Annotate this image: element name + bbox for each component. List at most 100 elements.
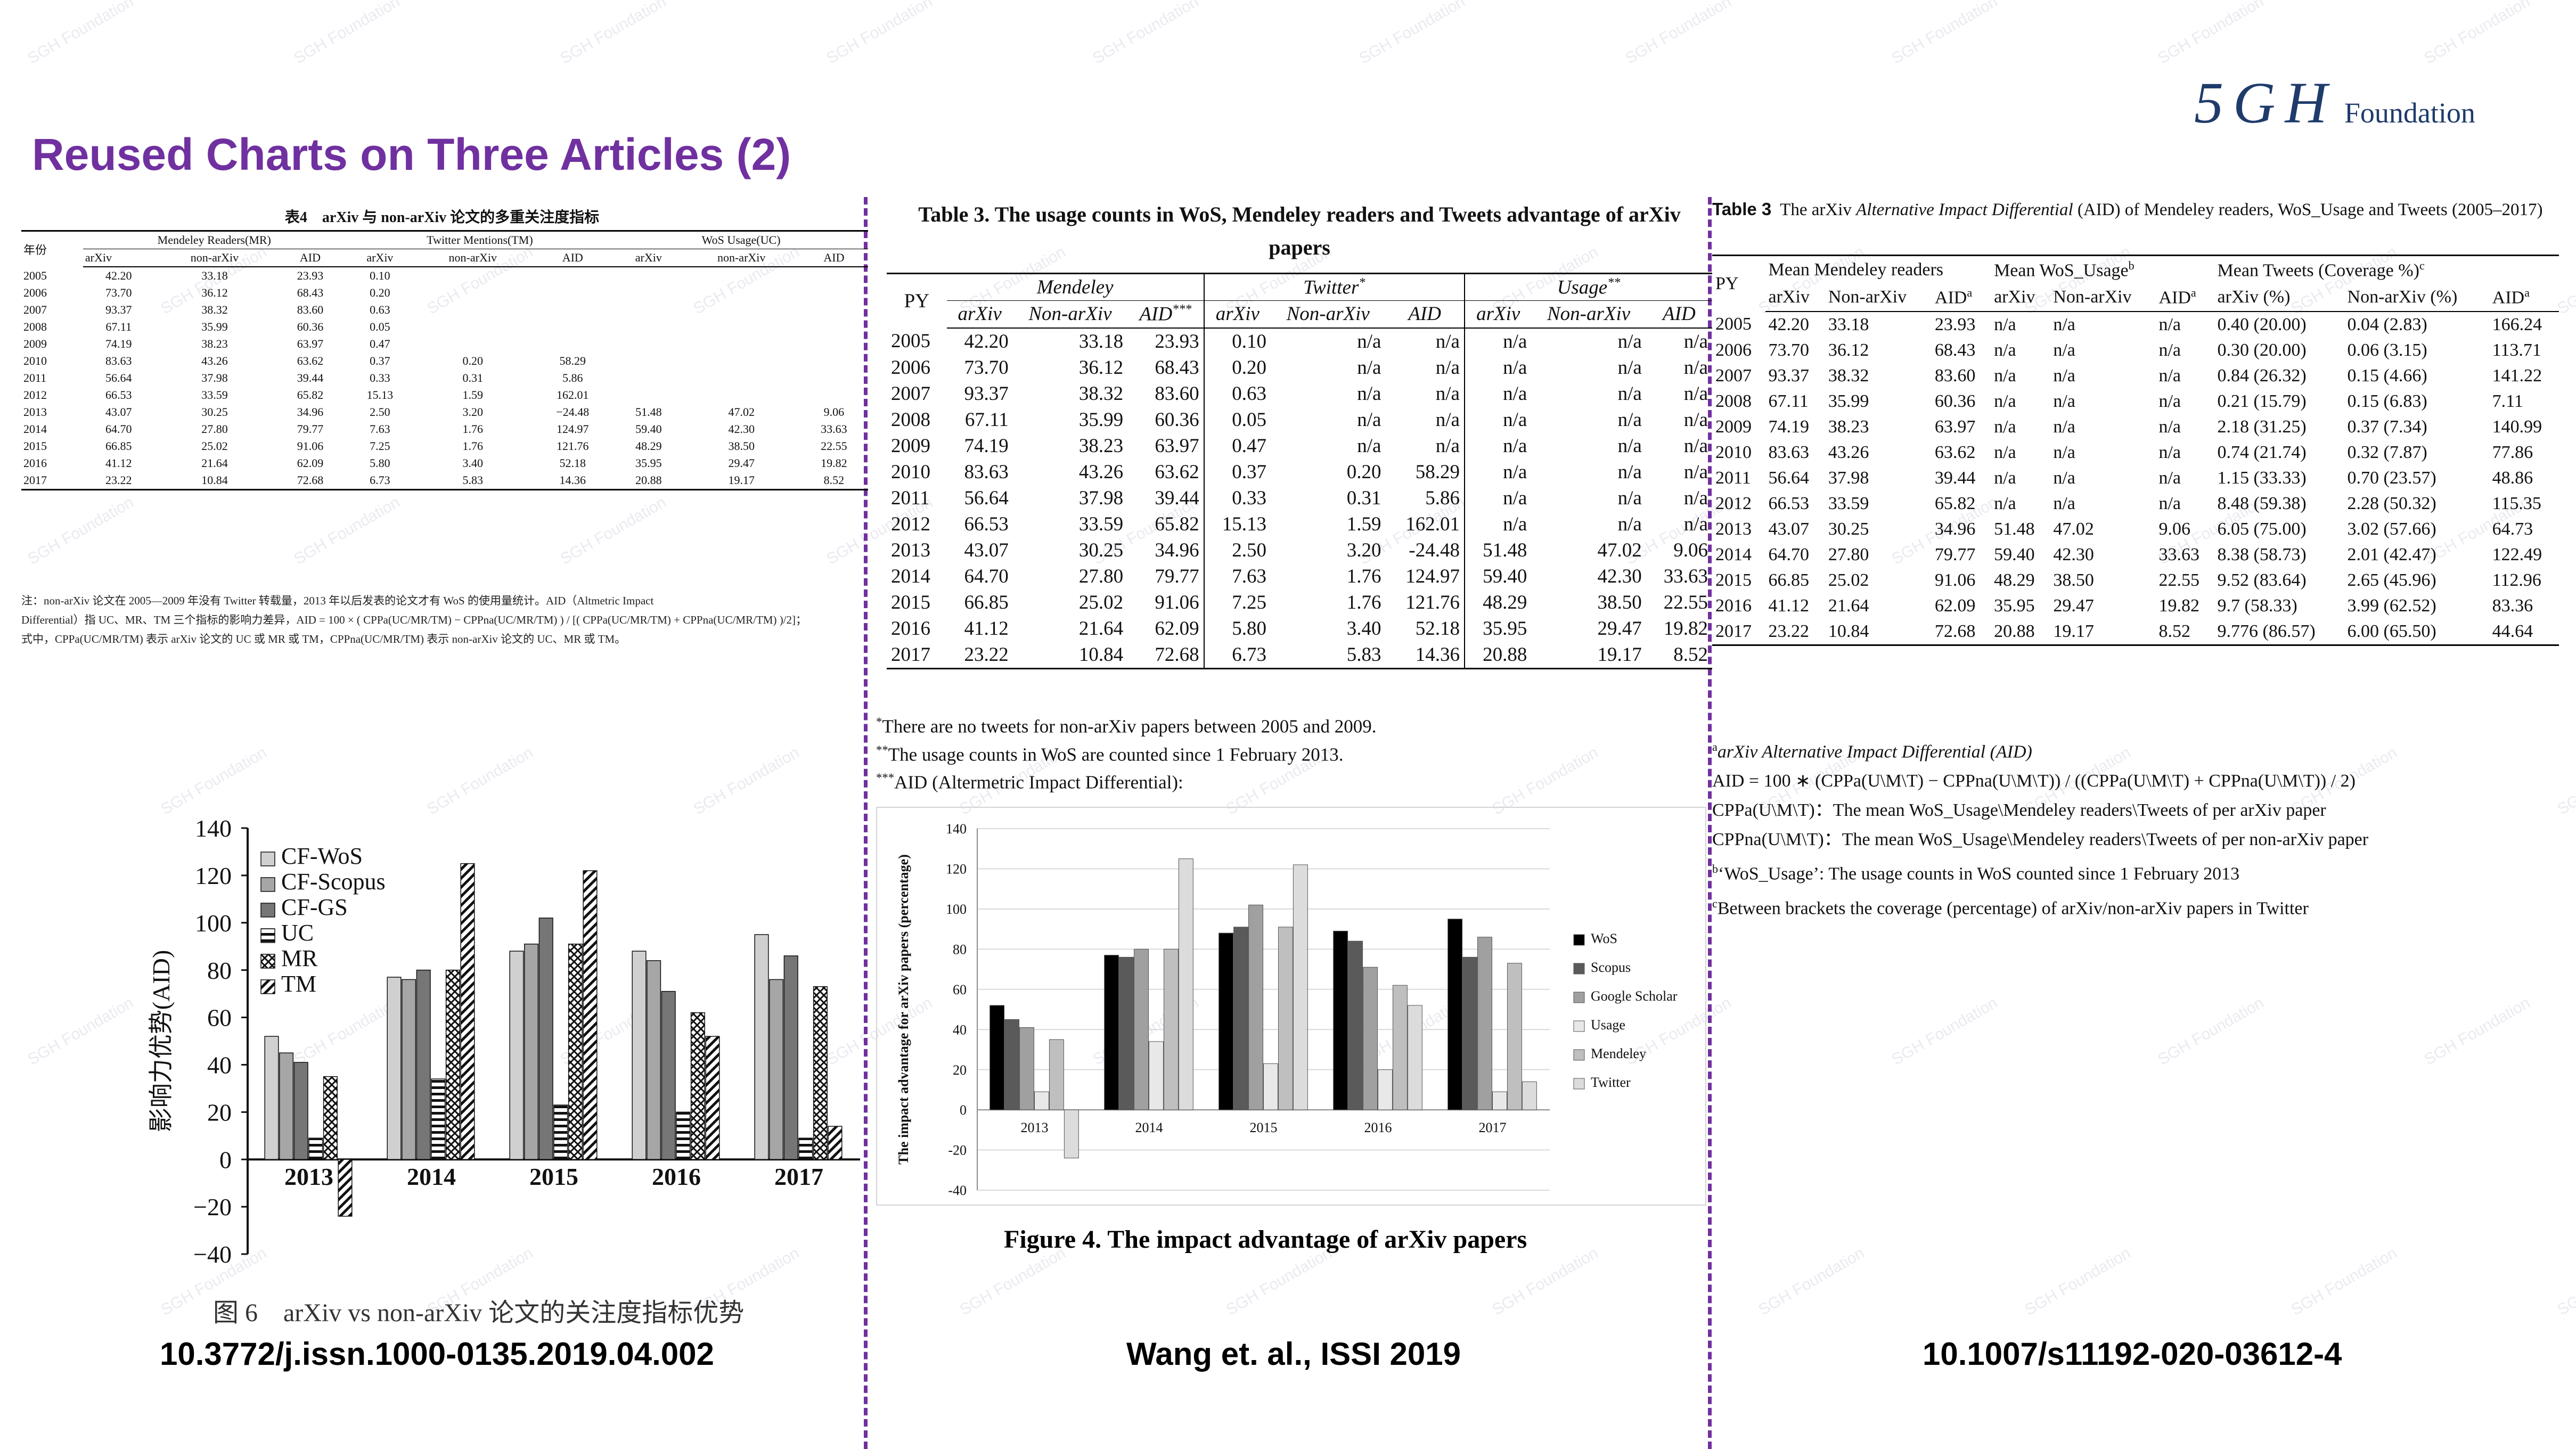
bar [632,951,647,1160]
table-cell: 67.11 [105,320,132,333]
table-cell: n/a [1617,435,1642,457]
watermark-text: SGH Foundation [24,0,137,68]
table-cell: 1.76 [462,422,483,436]
table-cell: n/a [1683,356,1708,379]
y-tick-label: 100 [195,910,232,937]
table-cell: n/a [1617,513,1642,535]
note-text: ：The mean WoS_Usage\Mendeley readers\Twe… [1814,800,2326,821]
table-cell: 33.18 [201,269,228,282]
table-cell: 9.06 [2158,519,2190,539]
table-cell: n/a [2158,340,2181,360]
table-label: Table 3 [1712,199,1772,219]
panel1-figure-caption: 图 6 arXiv vs non-arXiv 论文的关注度指标优势 [213,1299,745,1327]
subhead: AID [799,249,868,267]
table-row: 2012 66.53 33.59 65.82 n/a n/a n/a 8.48 (59.38)… [1712,491,2559,517]
row-year: 2015 [891,591,930,613]
table-cell: n/a [1683,382,1708,405]
table-row: 2011 56.64 37.98 39.44 0.33 0.31 5.86 n/a n/a n/a [887,485,1712,511]
row-year: 2013 [23,405,47,419]
table-cell [414,318,531,335]
table-cell: 5.80 [1203,615,1271,642]
table-row: 2007 93.37 38.32 83.60 0.63 n/a n/a n/a n/a n/a [887,380,1712,407]
subhead: arXiv [614,249,683,267]
x-tick-label: 2015 [1250,1120,1278,1135]
table-cell: n/a [2158,365,2181,386]
watermark-text: SGH Foundation [1755,1244,1868,1319]
table-cell: 38.50 [1597,591,1642,613]
y-tick-label: 80 [953,942,967,957]
group-head: Mendeley Readers(MR) [83,230,346,249]
table-cell: 41.12 [105,456,132,470]
table-cell: 66.85 [105,439,132,453]
table-cell: 27.80 [1828,544,1869,564]
table-cell: 0.70 (23.57) [2347,468,2436,488]
table-cell: 141.22 [2492,365,2542,386]
table-cell: 38.23 [201,337,228,350]
group-head: Twitter* [1203,272,1465,301]
row-year: 2012 [891,513,930,535]
table-cell: 93.37 [1768,365,1810,386]
subhead: Non-arXiv (%) [2344,283,2489,312]
row-year: 2010 [1715,442,1752,462]
table-cell: 19.17 [2050,618,2156,646]
py-head: PY [1712,254,1765,312]
table-cell: n/a [2053,314,2075,334]
table-cell: 59.40 [1463,563,1532,590]
row-year: 2014 [1715,544,1752,564]
panel1-table: 年份 Mendeley Readers(MR) Twitter Mentions… [21,230,868,490]
table-row: 2013 43.07 30.25 34.96 2.50 3.20 −24.48 51.48 47… [21,404,868,421]
table-cell: n/a [1994,493,2016,513]
table-cell: 72.68 [1127,641,1204,669]
table-cell: n/a [1994,442,2016,462]
table-cell: 33.63 [1663,565,1708,587]
note-line: **The usage counts in WoS are counted si… [876,739,1377,767]
bar [460,863,475,1160]
table-cell: 64.70 [1768,544,1810,564]
panel2-chart-frame [876,807,1706,1206]
table-row: 2014 64.70 27.80 79.77 7.63 1.76 124.97 59.40 42… [21,421,868,438]
table-row: 2009 74.19 38.23 63.97 0.47 n/a n/a n/a n/a n/a [887,432,1712,459]
legend-swatch [1573,1049,1585,1061]
table-cell: 29.47 [728,456,755,470]
subhead: AID*** [1127,300,1204,329]
table-cell [683,301,800,318]
table-cell [683,335,800,353]
table-cell: 65.82 [1934,493,1976,513]
subhead: AID [1385,300,1465,329]
table-cell: 113.71 [2492,340,2541,360]
bar [1134,948,1149,1110]
table-cell: 21.64 [201,456,228,470]
table-cell: 0.63 [370,303,390,316]
table-row: 2007 93.37 38.32 83.60 n/a n/a n/a 0.84 (26.32)… [1712,363,2559,389]
table-cell [683,318,800,335]
table-cell: 79.77 [1155,565,1199,587]
bar [1263,1063,1278,1110]
note-line: ***AID (Altermetric Impact Differential)… [876,766,1377,795]
watermark-text: SGH Foundation [2554,743,2576,818]
bar [1004,1019,1020,1110]
table-cell: 35.99 [1828,391,1869,411]
table-cell: 0.31 [462,371,483,384]
row-year: 2011 [1715,468,1751,488]
row-year: 2017 [21,472,83,490]
watermark-text: SGH Foundation [1489,1244,1601,1319]
panel2-table-notes: *There are no tweets for non-arXiv paper… [876,710,1377,795]
table-cell: 29.47 [1597,617,1642,640]
table-cell: 122.49 [2492,544,2542,564]
row-year: 2008 [1715,391,1752,411]
table-cell: 0.40 (20.00) [2217,314,2307,334]
table-cell: 36.12 [201,286,228,299]
x-tick-label: 2016 [1364,1120,1392,1135]
legend-label: MR [281,945,318,971]
table-cell: n/a [1683,461,1708,483]
legend-swatch [1573,1078,1585,1090]
table-cell: 73.70 [1768,340,1810,360]
title-italic: Alternative Impact Differential [1856,200,2073,219]
table-cell: 0.63 [1203,380,1271,407]
row-year: 2016 [891,617,930,640]
table-cell: 38.50 [728,439,755,453]
row-year: 2005 [23,268,47,282]
table-cell: 0.10 [1203,328,1271,355]
table-cell: n/a [2158,493,2181,513]
x-tick-label: 2014 [1135,1120,1163,1135]
